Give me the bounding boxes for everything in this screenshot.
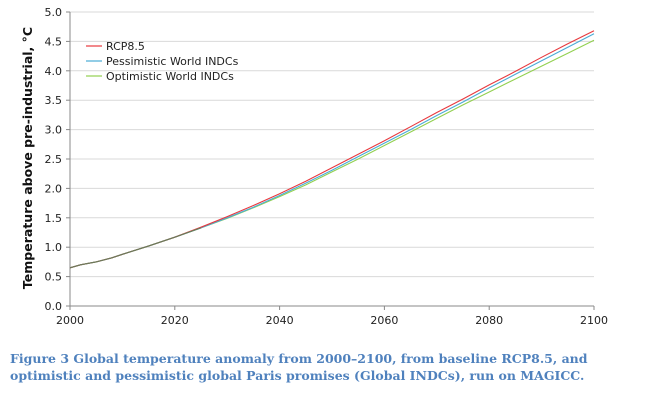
y-axis-label: Temperature above pre-industrial, °C [20, 27, 35, 289]
y-tick-labels: 0.0 0.5 1.0 1.5 2.0 2.5 3.0 3.5 4.0 4.5 5.0 [45, 6, 63, 313]
x-tick-label: 2000 [56, 314, 84, 327]
legend-label: RCP8.5 [106, 40, 145, 53]
figure-caption: Figure 3 Global temperature anomaly from… [10, 351, 588, 383]
x-tick-label: 2040 [266, 314, 294, 327]
y-tick-label: 2.0 [45, 182, 63, 195]
y-tick-label: 4.5 [45, 35, 63, 48]
y-tick-label: 1.0 [45, 241, 63, 254]
x-tick-label: 2020 [161, 314, 189, 327]
series-line-pessimistic-world-indcs [69, 33, 595, 269]
y-tick-label: 1.5 [45, 212, 63, 225]
y-tick-label: 0.5 [45, 271, 63, 284]
overlap-segment [69, 227, 202, 269]
x-tick-labels: 2000 2020 2040 2060 2080 2100 [56, 314, 608, 327]
x-tick-label: 2100 [580, 314, 608, 327]
x-tick-label: 2060 [370, 314, 398, 327]
temperature-chart: 0.00.51.01.52.02.53.03.54.04.55.0 2000 20… [20, 6, 608, 327]
legend: RCP8.5 Pessimistic World INDCs Optimistic … [86, 40, 239, 83]
y-tick-label: 2.5 [45, 153, 63, 166]
series-lines [69, 30, 595, 269]
gridlines [70, 11, 594, 278]
y-tick-label: 5.0 [45, 6, 63, 19]
y-tick-label: 3.0 [45, 124, 63, 137]
legend-label: Optimistic World INDCs [106, 70, 234, 83]
axes [66, 11, 595, 310]
legend-label: Pessimistic World INDCs [106, 55, 239, 68]
y-tick-label: 3.5 [45, 94, 63, 107]
y-tick-label: 4.0 [45, 65, 63, 78]
x-tick-label: 2080 [475, 314, 503, 327]
y-tick-label: 0.0 [45, 300, 63, 313]
